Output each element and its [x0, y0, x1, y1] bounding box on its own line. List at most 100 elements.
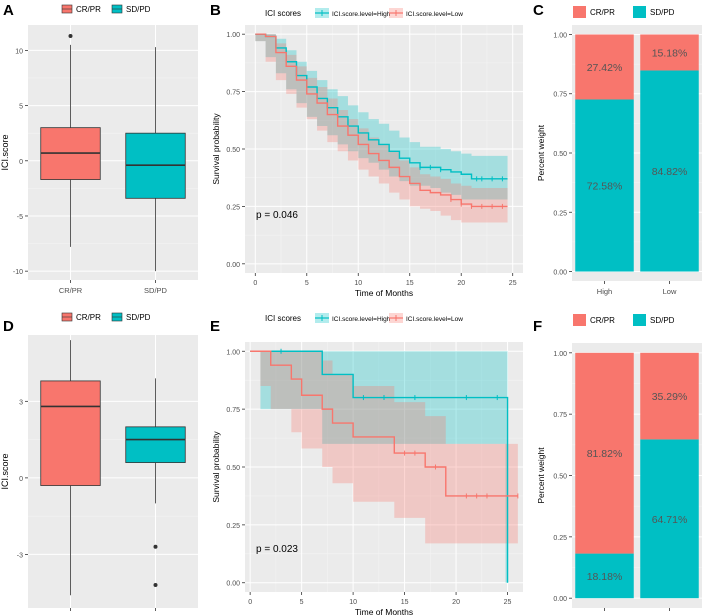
km-curve-low [250, 350, 518, 497]
ci-band-high [255, 34, 508, 200]
km-e-svg: 0.00 0.25 0.50 0.75 1.00 0 5 10 15 20 25 p = 0.023 T… [211, 313, 523, 615]
bar-segment-sdpd [575, 553, 634, 599]
x-tick-label: 0 [253, 280, 257, 287]
y-tick-label: 0.25 [553, 535, 567, 542]
y-axis-label: ICI.score [0, 134, 10, 170]
legend-label-high: ICI.score.level=High [332, 316, 391, 323]
p-value-annotation: p = 0.023 [256, 544, 298, 555]
y-tick-label: 0.50 [553, 474, 567, 481]
y-tick-label: -10 [13, 269, 23, 276]
y-tick-label: 0.25 [226, 204, 240, 211]
x-tick-label: 20 [452, 599, 460, 606]
y-tick-label: 1.00 [226, 32, 240, 39]
p-value-annotation: p = 0.046 [256, 210, 298, 221]
y-tick-label: 10 [15, 48, 23, 55]
panel-label-b: B [210, 2, 221, 19]
data-label: 35.29% [652, 391, 688, 403]
y-axis-label: Survival probability [211, 113, 221, 185]
y-tick-label: 0.00 [226, 262, 240, 269]
y-tick-label: -3 [17, 552, 23, 559]
y-tick-label: 3 [19, 399, 23, 406]
y-tick-label: -5 [17, 214, 23, 221]
bar-segment-crpr [575, 34, 634, 100]
legend-label-low: ICI.score.level=Low [406, 11, 463, 18]
y-tick-label: 1.00 [553, 351, 567, 358]
y-tick-label: 0 [19, 159, 23, 166]
x-tick-label: 15 [406, 280, 414, 287]
legend-label-sdpd: SD/PD [650, 316, 675, 325]
y-axis-label: Percent weight [536, 124, 546, 181]
y-tick-label: 0.00 [226, 581, 240, 588]
legend-key-sdpd [633, 6, 646, 18]
x-tick-label: Low [663, 287, 677, 296]
box-crpr [40, 380, 101, 486]
panel-label-f: F [533, 318, 543, 335]
ci-band-high [250, 351, 508, 583]
x-axis-label: Time of Months [355, 607, 413, 615]
bar-segment-sdpd [640, 70, 699, 272]
x-tick-label: 0 [248, 599, 252, 606]
y-tick-label: 0.50 [226, 465, 240, 472]
x-tick-label: High [597, 287, 612, 296]
y-tick-label: 1.00 [226, 349, 240, 356]
panel-b-km: 0.00 0.25 0.50 0.75 1.00 0 5 10 15 20 25 p = 0.046 T… [205, 0, 530, 300]
x-tick-label: 20 [457, 280, 465, 287]
x-tick-label: SD/PD [144, 286, 168, 295]
x-tick-label: 5 [305, 280, 309, 287]
y-tick-label: 0 [19, 476, 23, 483]
x-tick-label: CR/PR [59, 286, 83, 295]
legend-label-crpr: CR/PR [590, 8, 615, 17]
panel-e-km: 0.00 0.25 0.50 0.75 1.00 0 5 10 15 20 25 p = 0.023 T… [205, 313, 530, 615]
panel-a-boxplot: -10 -5 0 5 10 CR/PR SD/PD ICI.score CR/PR SD/PD [0, 0, 205, 300]
x-tick-label: 25 [504, 599, 512, 606]
y-axis-label: Percent weight [536, 447, 546, 504]
legend-label-sdpd: SD/PD [650, 8, 675, 17]
y-tick-label: 0.75 [226, 407, 240, 414]
box-sdpd [125, 426, 186, 463]
y-tick-label: 0.00 [553, 270, 567, 277]
panel-label-a: A [3, 2, 14, 19]
y-tick-label: 1.00 [553, 32, 567, 39]
stacked-c-svg: 0.00 0.25 0.50 0.75 1.00 High 72.58% 27.42% Low 8… [536, 6, 702, 296]
data-label: 27.42% [587, 62, 623, 74]
stacked-f-svg: 0.000.250.500.751.00High18.18%81.82%Low6… [536, 314, 702, 615]
legend-key-sdpd [633, 314, 646, 326]
x-tick-label: 15 [401, 599, 409, 606]
legend-title: ICI scores [265, 9, 301, 18]
data-label: 84.82% [652, 166, 688, 178]
bar-segment-sdpd [640, 439, 699, 599]
data-label: 18.18% [587, 571, 623, 583]
y-tick-label: 0.75 [553, 92, 567, 99]
data-label: 72.58% [587, 180, 623, 192]
panel-label-d: D [3, 318, 14, 335]
data-label: 81.82% [587, 448, 623, 460]
y-tick-label: 0.25 [226, 523, 240, 530]
x-tick-label: 25 [509, 280, 517, 287]
bar-segment-sdpd [575, 99, 634, 272]
bar-segment-crpr [640, 34, 699, 71]
y-tick-label: 0.75 [553, 412, 567, 419]
data-label: 15.18% [652, 47, 688, 59]
panel-label-e: E [210, 318, 221, 335]
legend-label-crpr: CR/PR [76, 5, 101, 14]
legend-label-sdpd: SD/PD [126, 5, 151, 14]
x-tick-label: 10 [349, 599, 357, 606]
legend-label-low: ICI.score.level=Low [406, 316, 463, 323]
panel-c-stacked: 0.00 0.25 0.50 0.75 1.00 High 72.58% 27.42% Low 8… [530, 0, 708, 300]
boxplot-a-svg: -10 -5 0 5 10 CR/PR SD/PD ICI.score CR/PR SD/PD [0, 4, 198, 295]
data-label: 64.71% [652, 514, 688, 526]
legend-label-crpr: CR/PR [76, 313, 101, 322]
y-axis-label: Survival probability [211, 431, 221, 503]
legend-key-crpr [573, 6, 586, 18]
panel-label-c: C [533, 2, 544, 19]
outlier-point [68, 34, 73, 39]
outlier-point [153, 583, 158, 588]
y-tick-label: 5 [19, 104, 23, 111]
y-tick-label: 0.00 [553, 596, 567, 603]
panel-f-stacked: 0.000.250.500.751.00High18.18%81.82%Low6… [530, 314, 708, 615]
legend-label-sdpd: SD/PD [126, 313, 151, 322]
y-tick-label: 0.50 [226, 147, 240, 154]
outlier-point [153, 544, 158, 549]
